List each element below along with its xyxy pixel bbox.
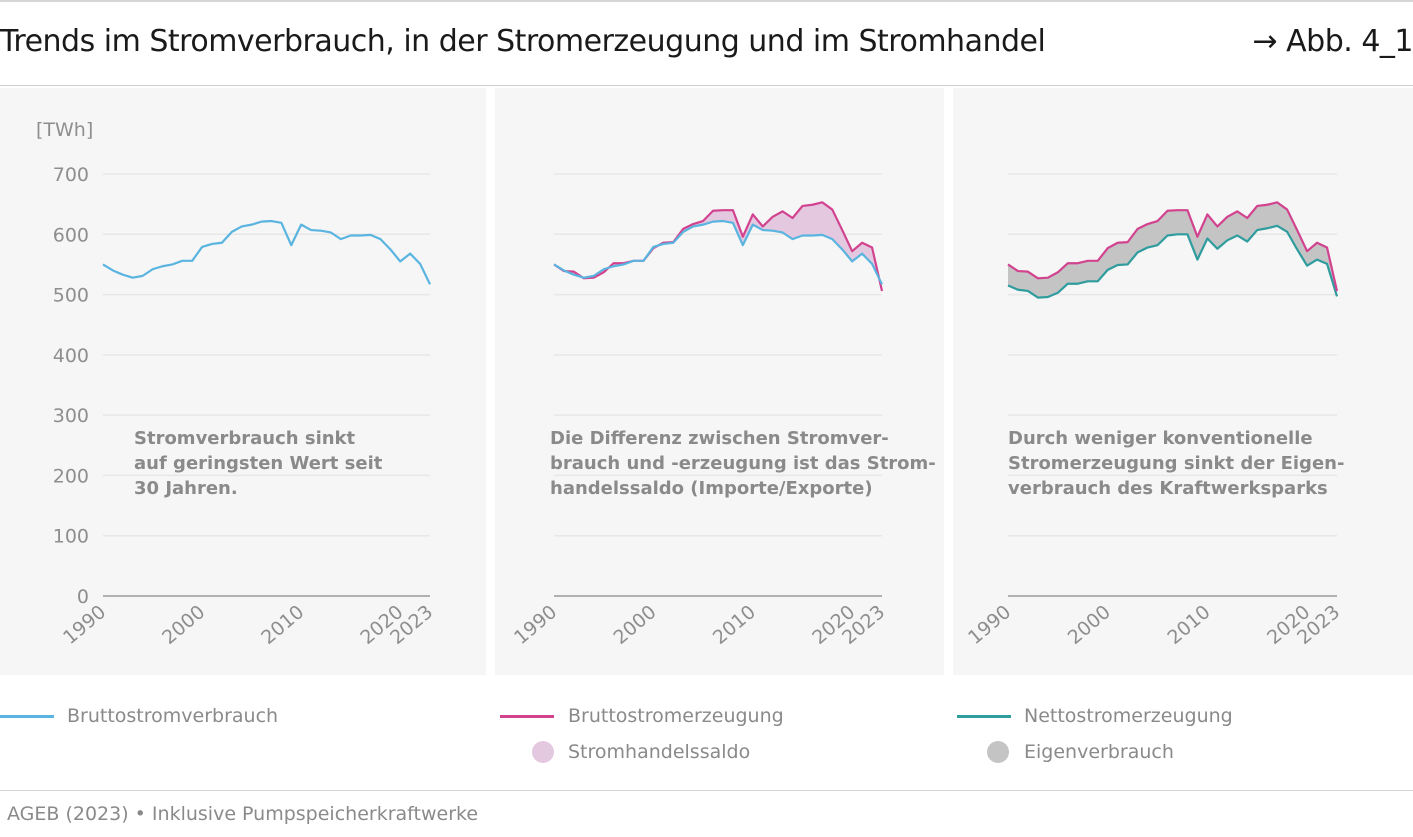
legend-label-erzeugung: Bruttostromerzeugung	[568, 705, 784, 727]
legend-label-saldo: Stromhandelssaldo	[568, 741, 751, 763]
title-divider	[0, 85, 1413, 86]
panel-1-series-bruttostromverbrauch	[102, 219, 431, 285]
legend-dot-eigen	[987, 741, 1009, 763]
y-tick-label-500: 500	[53, 285, 89, 307]
legend-label-verbrauch: Bruttostromverbrauch	[67, 705, 279, 727]
y-tick-label-0: 0	[77, 586, 89, 608]
y-tick-label-700: 700	[53, 164, 89, 186]
panel-3-annotation-line-1: Durch weniger konventionelle	[1008, 428, 1313, 449]
legend-label-eigen: Eigenverbrauch	[1024, 741, 1174, 763]
panel-1-background	[0, 88, 486, 675]
y-axis-unit-label: [TWh]	[36, 119, 93, 141]
y-tick-label-300: 300	[53, 405, 89, 427]
panel-2-difference-area	[554, 202, 882, 291]
panel-3-annotation-line-2: Stromerzeugung sinkt der Eigen-	[1008, 453, 1344, 474]
panel-2-annotation-line-3: handelssaldo (Importe/Exporte)	[550, 478, 873, 499]
panel-3-series-bruttostromerzeugung	[1007, 201, 1339, 292]
y-tick-label-200: 200	[53, 465, 89, 487]
panel-3-series-nettostromerzeugung	[1007, 224, 1339, 299]
panel-1-annotation-line-2: auf geringsten Wert seit	[134, 453, 383, 474]
legend-dot-saldo	[532, 741, 554, 763]
legend-label-netto: Nettostromerzeugung	[1024, 705, 1233, 727]
panel-2-annotation-line-2: brauch und -erzeugung ist das Strom-	[550, 453, 936, 474]
panel-1-annotation-line-1: Stromverbrauch sinkt	[134, 428, 356, 449]
page-title: Trends im Stromverbrauch, in der Stromer…	[0, 24, 1046, 59]
footnote: AGEB (2023) • Inklusive Pumpspeicherkraf…	[7, 803, 479, 825]
panel-2-background	[495, 88, 944, 675]
footer-divider	[0, 790, 1413, 791]
panel-3-annotation-line-3: verbrauch des Kraftwerksparks	[1008, 478, 1328, 499]
y-tick-label-600: 600	[53, 224, 89, 246]
legend-line-verbrauch	[0, 715, 54, 718]
y-tick-label-400: 400	[53, 345, 89, 367]
panel-2-series-bruttostromverbrauch	[553, 219, 883, 285]
panel-1-annotation-line-3: 30 Jahren.	[134, 478, 238, 499]
panel-2-annotation-line-1: Die Differenz zwischen Stromver-	[550, 428, 889, 449]
y-tick-label-100: 100	[53, 526, 89, 548]
top-rule	[0, 0, 1413, 2]
panel-3-background	[953, 88, 1413, 675]
legend-line-netto	[957, 715, 1011, 718]
figure-reference: → Abb. 4_1	[1252, 24, 1413, 59]
panel-3-difference-area	[1008, 202, 1337, 298]
legend-line-erzeugung	[500, 715, 554, 718]
